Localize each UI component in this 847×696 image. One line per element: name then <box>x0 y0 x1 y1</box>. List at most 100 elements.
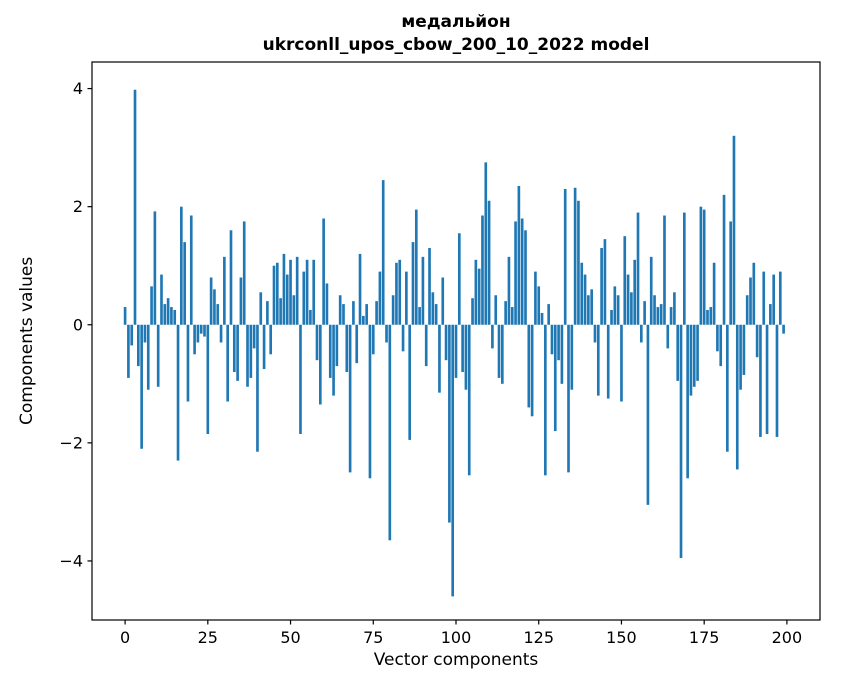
bar <box>524 230 527 325</box>
bar <box>643 301 646 325</box>
bar <box>573 187 577 325</box>
bar <box>501 324 504 384</box>
bar <box>540 312 544 325</box>
bar <box>418 307 421 325</box>
bar <box>735 324 739 470</box>
x-tick-label: 25 <box>198 628 218 647</box>
bar <box>689 324 693 396</box>
bar <box>232 324 236 372</box>
bar <box>626 274 630 325</box>
bar <box>441 277 445 325</box>
bar <box>385 324 388 343</box>
chart-title: медальйон ukrconll_upos_cbow_200_10_2022… <box>92 11 820 57</box>
bar <box>659 304 663 325</box>
bar <box>153 211 157 325</box>
bar <box>494 295 498 325</box>
bar <box>183 242 186 325</box>
bar <box>209 277 213 325</box>
bar <box>616 295 620 325</box>
bar <box>610 310 613 325</box>
bar <box>127 324 130 378</box>
x-tick-label: 150 <box>606 628 637 647</box>
bar <box>577 200 580 325</box>
bar <box>699 206 703 325</box>
bar <box>709 307 713 325</box>
bar <box>722 194 726 325</box>
bar <box>755 324 759 358</box>
bar <box>759 324 762 437</box>
bar <box>583 274 587 325</box>
bar <box>338 295 342 325</box>
bar <box>160 274 163 325</box>
bar <box>663 215 666 325</box>
bar <box>606 324 610 399</box>
bar <box>275 262 279 325</box>
bar <box>395 262 398 325</box>
bar <box>170 307 173 325</box>
bar <box>520 218 524 325</box>
bar <box>421 256 425 325</box>
bar <box>269 324 273 355</box>
bar <box>484 162 488 325</box>
bar <box>312 259 316 325</box>
bar <box>143 324 147 343</box>
bar <box>431 292 435 325</box>
bar <box>544 324 547 476</box>
bar <box>249 324 253 378</box>
bar <box>676 324 680 381</box>
bar <box>553 324 557 432</box>
bar <box>587 295 590 325</box>
bar <box>534 271 537 325</box>
bar <box>769 304 772 325</box>
bar <box>772 274 775 325</box>
bar <box>381 180 385 325</box>
bar <box>328 324 332 378</box>
bar <box>137 324 140 367</box>
bar <box>219 324 223 343</box>
bar <box>580 262 584 325</box>
bar <box>180 206 183 325</box>
bar <box>563 188 567 325</box>
bar <box>448 324 451 523</box>
bar <box>504 301 507 325</box>
bar <box>226 324 229 402</box>
bar <box>375 301 378 325</box>
bar <box>686 324 689 479</box>
bar <box>706 310 709 325</box>
bar <box>560 324 564 384</box>
bar <box>762 271 766 325</box>
bar <box>692 324 696 387</box>
x-tick-label: 75 <box>363 628 383 647</box>
chart-title-line2: ukrconll_upos_cbow_200_10_2022 model <box>262 34 650 55</box>
bar <box>712 262 716 325</box>
bar <box>623 236 627 325</box>
bar <box>203 324 206 337</box>
bar <box>259 292 263 325</box>
bar <box>150 286 153 325</box>
bar <box>391 295 395 325</box>
bar <box>487 200 491 325</box>
bar <box>507 256 511 325</box>
bar <box>696 324 699 381</box>
y-tick-label: 4 <box>73 79 83 98</box>
bar <box>405 271 408 325</box>
bar <box>348 324 352 473</box>
bar <box>491 324 494 349</box>
bar <box>613 286 617 325</box>
bar <box>256 324 259 452</box>
bar <box>262 324 266 370</box>
bar <box>782 324 785 334</box>
bar <box>388 324 392 541</box>
y-tick-label: −4 <box>59 551 83 570</box>
bar <box>745 295 749 325</box>
y-tick-label: 0 <box>73 315 83 334</box>
bar <box>414 209 418 325</box>
bar <box>620 324 623 402</box>
bar <box>130 324 134 346</box>
x-axis-label: Vector components <box>373 650 539 670</box>
bar <box>289 259 292 325</box>
bar <box>702 209 706 325</box>
bar <box>497 324 501 378</box>
bar <box>156 324 160 387</box>
